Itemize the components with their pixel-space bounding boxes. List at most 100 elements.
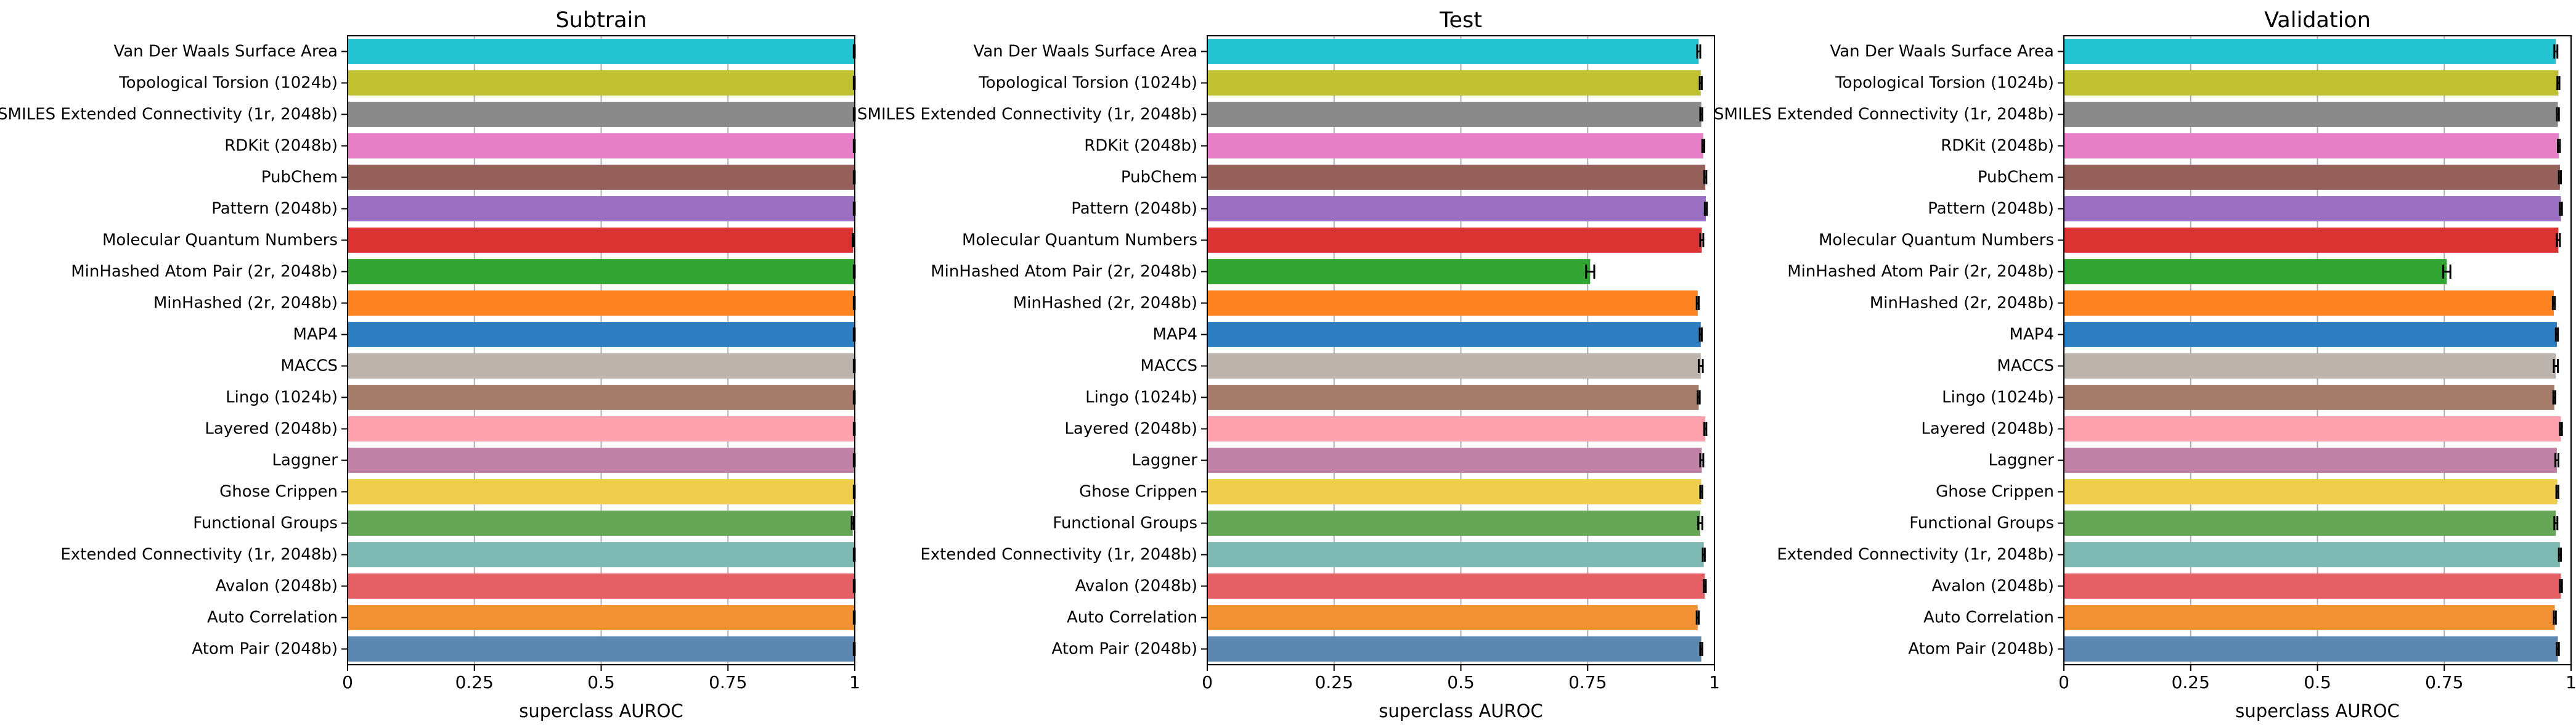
y-tick-label: Atom Pair (2048b) <box>1051 640 1197 659</box>
bar <box>348 165 855 190</box>
y-tick-label: Functional Groups <box>1909 514 2054 533</box>
bar <box>1207 133 1703 158</box>
x-axis-label: superclass AUROC <box>519 700 683 721</box>
bar <box>2064 511 2556 536</box>
y-tick-label: PubChem <box>1121 168 1197 187</box>
bar <box>1207 353 1701 379</box>
bar <box>348 605 855 630</box>
y-tick-label: Layered (2048b) <box>1064 420 1197 438</box>
y-tick-label: Laggner <box>1988 451 2054 470</box>
y-tick-label: Atom Pair (2048b) <box>192 640 338 659</box>
panel-validation: Van Der Waals Surface Area Topological To… <box>1714 8 2576 721</box>
x-tick-label: 0.75 <box>1568 672 1607 692</box>
y-tick-label: MACCS <box>1997 357 2054 376</box>
chart-title: Subtrain <box>555 8 646 33</box>
bar <box>348 133 855 158</box>
bar <box>1207 259 1591 284</box>
y-tick-label: Layered (2048b) <box>1921 420 2054 438</box>
panel-subtrain: Van Der Waals Surface Area Topological To… <box>0 8 860 721</box>
y-tick-label: Pattern (2048b) <box>1071 200 1197 218</box>
y-tick-label: Atom Pair (2048b) <box>1908 640 2054 659</box>
x-tick-label: 0.25 <box>2172 672 2210 692</box>
y-tick-label: Functional Groups <box>1053 514 1197 533</box>
y-tick-label: Lingo (1024b) <box>226 388 338 407</box>
y-tick-label: MAP4 <box>2010 326 2054 344</box>
y-tick-label: Extended Connectivity (1r, 2048b) <box>60 546 338 564</box>
y-tick-label: PubChem <box>261 168 338 187</box>
bar <box>348 259 855 284</box>
y-tick-label: Laggner <box>1131 451 1197 470</box>
y-tick-label: MinHashed (2r, 2048b) <box>153 294 338 313</box>
bar <box>348 511 853 536</box>
bar <box>348 636 855 662</box>
y-tick-label: Avalon (2048b) <box>1932 577 2054 596</box>
bar <box>2064 165 2560 190</box>
chart-title: Test <box>1439 8 1482 33</box>
x-axis-label: superclass AUROC <box>2235 700 2400 721</box>
bar <box>2064 353 2556 379</box>
y-tick-label: Molecular Quantum Numbers <box>1819 231 2054 250</box>
y-tick-label: Van Der Waals Surface Area <box>1830 43 2054 61</box>
y-tick-label: MinHashed Atom Pair (2r, 2048b) <box>931 263 1197 281</box>
bar <box>1207 385 1699 410</box>
y-tick-label: Topological Torsion (1024b) <box>978 74 1197 92</box>
y-tick-label: MAP4 <box>1153 326 1197 344</box>
x-tick-label: 0.75 <box>709 672 747 692</box>
y-tick-label: Van Der Waals Surface Area <box>113 43 338 61</box>
bar <box>348 479 855 504</box>
bar <box>2064 479 2558 504</box>
bar <box>1207 448 1702 473</box>
bar <box>2064 39 2556 64</box>
y-tick-label: PubChem <box>1978 168 2054 187</box>
y-tick-label: MAP4 <box>293 326 338 344</box>
bar <box>2064 573 2561 599</box>
bar <box>2064 605 2555 630</box>
bar <box>348 290 855 316</box>
y-tick-label: Avalon (2048b) <box>1075 577 1197 596</box>
y-tick-label: Molecular Quantum Numbers <box>102 231 338 250</box>
bar <box>2064 228 2559 253</box>
x-tick-label: 1 <box>849 672 860 692</box>
y-tick-label: SMILES Extended Connectivity (1r, 2048b) <box>0 105 338 124</box>
bar <box>1207 636 1702 662</box>
y-tick-label: MinHashed (2r, 2048b) <box>1013 294 1197 313</box>
bar <box>348 353 855 379</box>
x-tick-label: 0 <box>2058 672 2069 692</box>
bar <box>1207 102 1702 127</box>
chart-title: Validation <box>2264 8 2371 33</box>
y-tick-label: Pattern (2048b) <box>211 200 338 218</box>
y-tick-label: Ghose Crippen <box>1936 483 2054 501</box>
x-axis-label: superclass AUROC <box>1379 700 1543 721</box>
y-tick-label: Extended Connectivity (1r, 2048b) <box>920 546 1197 564</box>
bar <box>2064 416 2561 442</box>
y-tick-label: Functional Groups <box>193 514 338 533</box>
bar <box>1207 39 1699 64</box>
x-tick-label: 0.75 <box>2425 672 2463 692</box>
x-tick-label: 0.5 <box>587 672 615 692</box>
y-tick-label: Layered (2048b) <box>205 420 338 438</box>
y-tick-label: RDKit (2048b) <box>1941 137 2054 155</box>
x-tick-label: 0 <box>1202 672 1213 692</box>
bar <box>2064 102 2558 127</box>
x-tick-label: 0.5 <box>1447 672 1475 692</box>
bar <box>2064 542 2560 567</box>
y-tick-label: Extended Connectivity (1r, 2048b) <box>1777 546 2054 564</box>
y-tick-label: SMILES Extended Connectivity (1r, 2048b) <box>857 105 1197 124</box>
bar <box>2064 290 2554 316</box>
y-tick-label: Lingo (1024b) <box>1942 388 2054 407</box>
y-tick-label: Pattern (2048b) <box>1928 200 2054 218</box>
bar <box>2064 385 2554 410</box>
y-tick-label: Auto Correlation <box>207 609 338 627</box>
bar <box>1207 290 1698 316</box>
bar <box>1207 165 1706 190</box>
bar <box>2064 133 2559 158</box>
bar <box>348 416 855 442</box>
y-tick-label: Avalon (2048b) <box>216 577 338 596</box>
y-tick-label: Auto Correlation <box>1067 609 1197 627</box>
x-tick-label: 1 <box>2566 672 2576 692</box>
bar <box>2064 448 2557 473</box>
bar <box>348 70 855 96</box>
bar <box>348 322 855 347</box>
bar <box>348 196 855 221</box>
bar <box>348 228 854 253</box>
